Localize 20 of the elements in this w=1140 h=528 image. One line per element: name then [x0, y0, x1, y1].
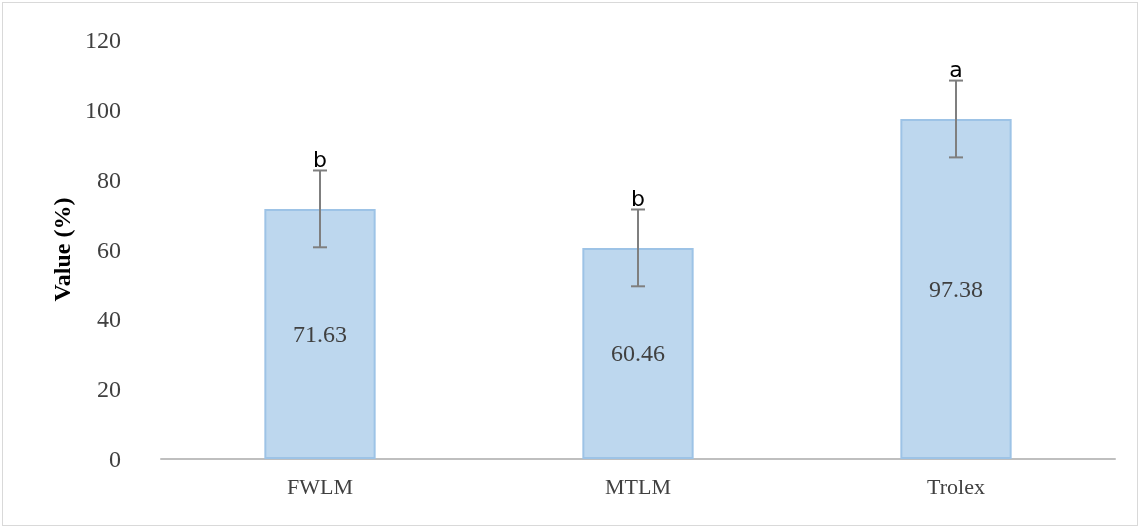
- bar: [264, 208, 376, 459]
- annotation: a: [949, 57, 963, 83]
- data-label: 71.63: [293, 320, 347, 347]
- y-tick-label: 60: [97, 236, 121, 263]
- y-tick-label: 120: [85, 27, 121, 53]
- y-tick-label: 80: [97, 166, 121, 193]
- annotation: b: [631, 185, 645, 211]
- y-tick-label: 0: [109, 446, 121, 472]
- y-tick-label: 20: [97, 376, 121, 403]
- x-tick-label: FWLM: [287, 473, 353, 499]
- data-label: 60.46: [611, 340, 665, 367]
- y-axis-title: Value (%): [49, 197, 76, 302]
- bar: [900, 118, 1012, 459]
- annotation: b: [313, 146, 327, 172]
- x-tick-label: MTLM: [605, 473, 671, 499]
- x-tick-label: Trolex: [927, 473, 985, 499]
- y-tick-label: 40: [97, 306, 121, 333]
- bar: [582, 247, 694, 459]
- data-label: 97.38: [929, 275, 983, 302]
- y-tick-label: 100: [85, 96, 121, 123]
